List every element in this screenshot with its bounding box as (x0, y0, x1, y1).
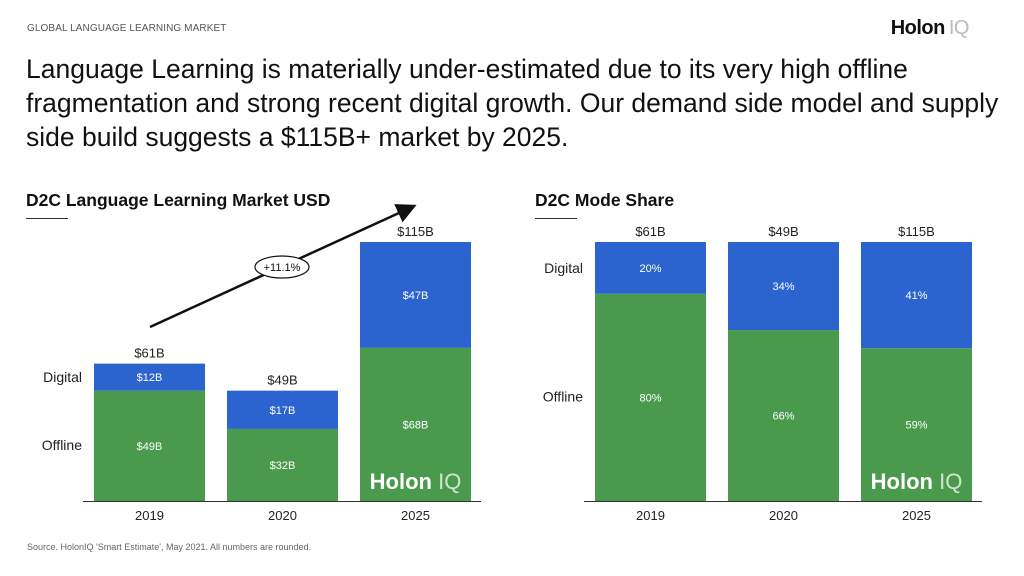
label-digital: 34% (772, 281, 794, 293)
label-offline: 59% (905, 420, 927, 432)
chart-title-share: D2C Mode Share (535, 190, 675, 210)
x-tick-label: 2019 (135, 508, 164, 523)
legend-offline: Offline (543, 388, 583, 404)
label-digital: 41% (905, 290, 927, 302)
label-offline: $68B (403, 419, 429, 431)
cagr-badge (254, 255, 310, 279)
watermark-logo: Holon IQ (871, 469, 963, 494)
label-offline: $49B (137, 441, 163, 453)
total-label: $61B (134, 346, 164, 361)
label-digital: $47B (403, 290, 429, 302)
bar-offline (728, 330, 839, 501)
x-tick-label: 2019 (636, 508, 665, 523)
label-offline: $32B (270, 460, 296, 472)
total-label: $61B (635, 224, 665, 239)
section-kicker: GLOBAL LANGUAGE LEARNING MARKET (27, 23, 227, 34)
label-digital: $12B (137, 372, 163, 384)
legend-offline: Offline (42, 437, 82, 453)
bar-digital (360, 242, 471, 348)
bar-offline (595, 293, 706, 501)
bar-offline (227, 428, 338, 501)
x-tick-label: 2025 (401, 508, 430, 523)
bar-offline (861, 348, 972, 501)
bar-digital (861, 242, 972, 349)
total-label: $115B (898, 224, 935, 239)
logo-main: Holon (890, 17, 946, 39)
watermark-logo: Holon IQ (370, 469, 462, 494)
label-digital: 20% (639, 263, 661, 275)
bar-offline (94, 390, 205, 501)
bar-digital (595, 242, 706, 294)
bar-digital (227, 390, 338, 429)
chart-title-market: D2C Language Learning Market USD (26, 190, 331, 210)
total-label: $49B (267, 373, 297, 388)
label-offline: 80% (639, 392, 661, 404)
x-tick-label: 2025 (902, 508, 931, 523)
bar-digital (728, 242, 839, 331)
label-offline: 66% (772, 411, 794, 423)
total-label: $115B (397, 224, 434, 239)
legend-digital: Digital (43, 369, 82, 385)
holoniq-logo: Holon IQ (890, 17, 970, 40)
logo-accent: IQ (948, 17, 970, 39)
bar-digital (94, 363, 205, 391)
total-label: $49B (768, 224, 798, 239)
label-digital: $17B (270, 405, 296, 417)
x-tick-label: 2020 (268, 508, 297, 523)
legend-digital: Digital (544, 260, 583, 276)
cagr-label: +11.1% (264, 262, 301, 274)
x-tick-label: 2020 (769, 508, 798, 523)
bar-offline (360, 347, 471, 501)
title-underline (535, 218, 577, 219)
title-underline (26, 218, 68, 219)
headline: Language Learning is materially under-es… (26, 54, 999, 152)
source-note: Source. HolonIQ 'Smart Estimate', May 20… (27, 542, 312, 552)
